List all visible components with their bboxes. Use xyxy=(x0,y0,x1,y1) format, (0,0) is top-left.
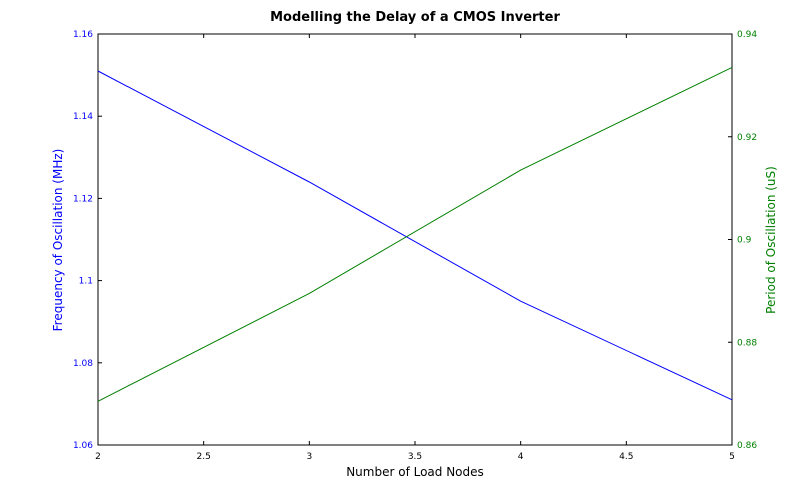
chart-title: Modelling the Delay of a CMOS Inverter xyxy=(270,10,560,25)
x-axis-label: Number of Load Nodes xyxy=(346,465,484,479)
x-tick-label: 5 xyxy=(729,452,735,462)
series-line-frequency xyxy=(97,70,733,401)
y-right-tick-label: 0.88 xyxy=(737,338,757,348)
plot-frame xyxy=(97,33,733,446)
y-right-tick-label: 0.94 xyxy=(737,30,757,40)
x-axis: 2 2.5 3 3.5 4 4.5 5 xyxy=(95,34,735,462)
x-tick-label: 4 xyxy=(518,452,524,462)
y-left-tick-label: 1.14 xyxy=(73,112,93,122)
y-left-tick-label: 1.06 xyxy=(73,441,93,451)
x-tick-label: 4.5 xyxy=(619,452,633,462)
y-left-tick-label: 1.1 xyxy=(79,277,93,287)
y-left-tick-label: 1.16 xyxy=(73,30,93,40)
y-left-tick-label: 1.12 xyxy=(73,194,93,204)
y-axis-left: 1.06 1.08 1.1 1.12 1.14 1.16 xyxy=(73,30,102,451)
x-tick-label: 3 xyxy=(306,452,312,462)
x-tick-label: 2 xyxy=(95,452,101,462)
x-tick-label: 3.5 xyxy=(408,452,422,462)
x-tick-label: 2.5 xyxy=(197,452,211,462)
series-layer xyxy=(97,66,733,402)
series-line-period xyxy=(97,66,733,402)
y-axis-right-label: Period of Oscillation (uS) xyxy=(764,166,778,314)
y-left-tick-label: 1.08 xyxy=(73,359,93,369)
y-right-tick-label: 0.92 xyxy=(737,133,757,143)
y-axis-left-label: Frequency of Oscillation (MHz) xyxy=(51,149,65,332)
y-axis-right: 0.86 0.88 0.9 0.92 0.94 xyxy=(728,30,757,451)
y-right-tick-label: 0.86 xyxy=(737,441,757,451)
y-right-tick-label: 0.9 xyxy=(737,236,752,246)
